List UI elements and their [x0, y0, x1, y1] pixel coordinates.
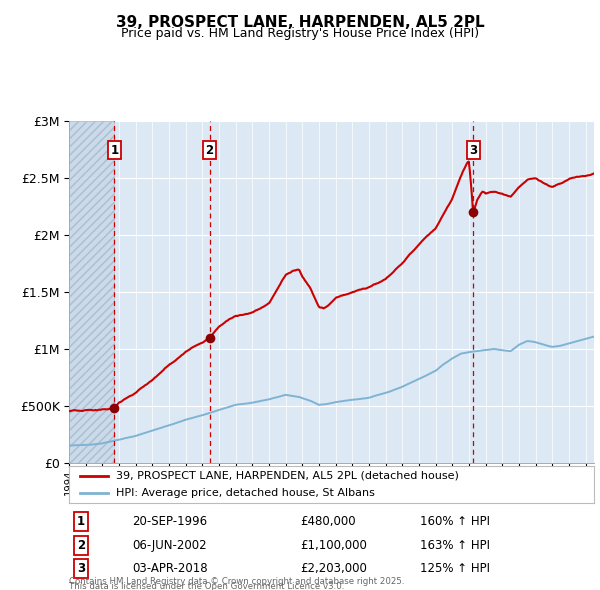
Text: 39, PROSPECT LANE, HARPENDEN, AL5 2PL: 39, PROSPECT LANE, HARPENDEN, AL5 2PL — [116, 15, 484, 30]
Text: HPI: Average price, detached house, St Albans: HPI: Average price, detached house, St A… — [116, 488, 375, 498]
Text: 2: 2 — [205, 143, 214, 156]
Bar — [69, 121, 115, 463]
Text: 03-APR-2018: 03-APR-2018 — [132, 562, 208, 575]
Text: 1: 1 — [77, 515, 85, 528]
Text: 3: 3 — [469, 143, 478, 156]
Text: 3: 3 — [77, 562, 85, 575]
Text: Price paid vs. HM Land Registry's House Price Index (HPI): Price paid vs. HM Land Registry's House … — [121, 27, 479, 40]
Text: 125% ↑ HPI: 125% ↑ HPI — [420, 562, 490, 575]
Text: 163% ↑ HPI: 163% ↑ HPI — [420, 539, 490, 552]
Text: 06-JUN-2002: 06-JUN-2002 — [132, 539, 206, 552]
Text: £1,100,000: £1,100,000 — [300, 539, 367, 552]
Text: This data is licensed under the Open Government Licence v3.0.: This data is licensed under the Open Gov… — [69, 582, 344, 590]
Text: 1: 1 — [110, 143, 118, 156]
Text: 160% ↑ HPI: 160% ↑ HPI — [420, 515, 490, 528]
Text: 39, PROSPECT LANE, HARPENDEN, AL5 2PL (detached house): 39, PROSPECT LANE, HARPENDEN, AL5 2PL (d… — [116, 471, 459, 481]
Text: 20-SEP-1996: 20-SEP-1996 — [132, 515, 207, 528]
Text: 2: 2 — [77, 539, 85, 552]
Text: £2,203,000: £2,203,000 — [300, 562, 367, 575]
Text: £480,000: £480,000 — [300, 515, 356, 528]
Bar — [69, 121, 115, 463]
Text: Contains HM Land Registry data © Crown copyright and database right 2025.: Contains HM Land Registry data © Crown c… — [69, 577, 404, 586]
